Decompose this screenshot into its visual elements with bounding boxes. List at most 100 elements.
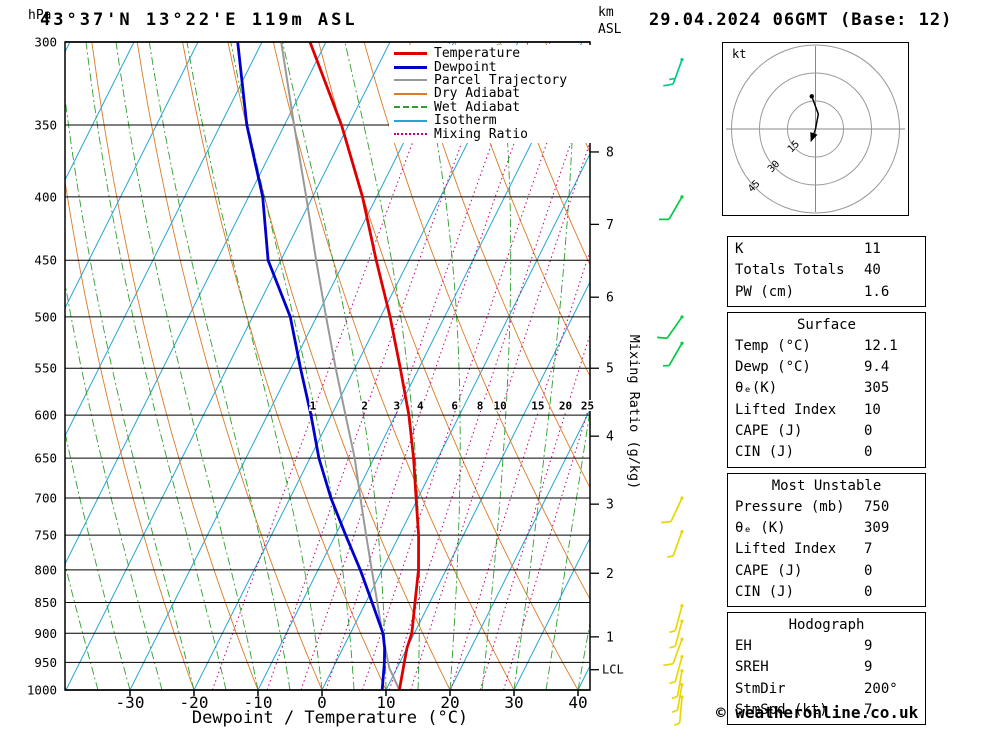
index-row: StmDir 200° — [735, 679, 918, 700]
index-value: 750 — [864, 498, 890, 515]
svg-text:850: 850 — [34, 595, 57, 610]
height-axis-unit: km ASL — [598, 4, 621, 38]
wind-barb — [673, 695, 684, 727]
hodograph-trace — [811, 96, 820, 130]
series-dewpoint — [236, 42, 386, 690]
index-label: StmSpd (kt) — [735, 702, 828, 719]
legend-line-swatch — [394, 133, 427, 136]
index-label: Dewp (°C) — [735, 359, 811, 376]
index-label: SREH — [735, 659, 769, 676]
wind-barb — [662, 341, 684, 367]
svg-text:450: 450 — [34, 253, 57, 268]
svg-text:900: 900 — [34, 626, 57, 641]
datetime-title: 29.04.2024 06GMT (Base: 12) — [649, 10, 953, 30]
svg-text:3: 3 — [606, 498, 614, 513]
legend-label: Isotherm — [434, 113, 497, 129]
index-row: StmSpd (kt) 7 — [735, 700, 918, 721]
index-row: Lifted Index 7 — [735, 539, 918, 560]
indices-box: Most Unstable Pressure (mb) 750 θₑ (K) 309 Li… — [727, 472, 926, 608]
index-value: 9 — [864, 659, 873, 676]
index-row: Totals Totals 40 — [735, 260, 918, 281]
svg-text:6: 6 — [606, 291, 614, 306]
svg-text:600: 600 — [34, 408, 57, 423]
indices-panel: K 11 Totals Totals 40 PW (cm) 1.6 Surface Temp … — [727, 236, 926, 730]
index-label: Totals Totals — [735, 262, 845, 279]
index-label: CAPE (J) — [735, 423, 803, 440]
index-row: Pressure (mb) 750 — [735, 497, 918, 518]
index-label: K — [735, 241, 744, 257]
indices-box: K 11 Totals Totals 40 PW (cm) 1.6 — [727, 236, 926, 307]
index-row: Temp (°C) 12.1 — [735, 336, 918, 357]
wind-barb — [671, 669, 684, 700]
svg-text:0: 0 — [317, 693, 327, 712]
wind-barb — [658, 195, 684, 221]
index-label: PW (cm) — [735, 283, 795, 300]
wind-barb — [660, 496, 684, 524]
index-label: CIN (J) — [735, 583, 795, 600]
index-label: CIN (J) — [735, 444, 795, 461]
index-value: 7 — [864, 702, 873, 719]
legend-item: Isotherm — [394, 113, 594, 129]
index-row: K 11 — [735, 239, 918, 260]
svg-text:2: 2 — [606, 567, 614, 582]
svg-text:4: 4 — [606, 430, 614, 445]
series-temperature — [308, 42, 420, 690]
sounding-curves — [236, 42, 420, 690]
index-label: Pressure (mb) — [735, 498, 845, 515]
asl-label: ASL — [598, 22, 622, 37]
svg-text:550: 550 — [34, 361, 57, 376]
legend-line-swatch — [394, 65, 427, 69]
station-title: 43°37'N 13°22'E 119m ASL — [40, 10, 358, 30]
storm-motion-arrow — [810, 128, 818, 142]
index-label: θₑ (K) — [735, 519, 786, 536]
wind-barb — [671, 682, 684, 714]
wind-barb — [663, 58, 684, 87]
legend-label: Dewpoint — [434, 59, 497, 75]
temperature-axis-label: Dewpoint / Temperature (°C) — [191, 708, 469, 728]
index-value: 0 — [864, 423, 873, 440]
legend: Temperature Dewpoint Parcel Trajectory Dry … — [389, 45, 594, 143]
index-value: 7 — [864, 541, 873, 558]
index-row: CAPE (J) 0 — [735, 421, 918, 442]
svg-text:800: 800 — [34, 562, 57, 577]
copyright: © weatheronline.co.uk — [716, 703, 919, 722]
km-label: km — [598, 5, 614, 20]
index-value: 309 — [864, 519, 890, 536]
svg-text:8: 8 — [606, 145, 614, 160]
svg-text:40: 40 — [568, 693, 587, 712]
wind-barb — [669, 604, 684, 634]
index-row: CIN (J) 0 — [735, 442, 918, 463]
svg-text:20: 20 — [559, 399, 572, 412]
wind-barb — [657, 315, 684, 340]
svg-text:8: 8 — [477, 399, 484, 412]
svg-text:3: 3 — [393, 399, 400, 412]
index-row: Lifted Index 10 — [735, 400, 918, 421]
index-label: θₑ(K) — [735, 380, 778, 397]
svg-text:-20: -20 — [180, 693, 209, 712]
svg-text:950: 950 — [34, 655, 57, 670]
indices-box: Surface Temp (°C) 12.1 Dewp (°C) 9.4 θₑ(K) 305… — [727, 311, 926, 468]
indices-box-title: Most Unstable — [771, 477, 882, 494]
index-row: Dewp (°C) 9.4 — [735, 357, 918, 378]
legend-label: Parcel Trajectory — [434, 72, 568, 88]
svg-text:400: 400 — [34, 189, 57, 204]
svg-text:5: 5 — [606, 362, 614, 377]
legend-label: Dry Adiabat — [434, 86, 521, 102]
legend-label: Wet Adiabat — [434, 99, 521, 115]
svg-text:650: 650 — [34, 451, 57, 466]
legend-line-swatch — [394, 52, 427, 56]
index-row: θₑ (K) 309 — [735, 518, 918, 539]
svg-text:15: 15 — [531, 399, 544, 412]
index-value: 0 — [864, 583, 873, 600]
svg-text:1: 1 — [606, 630, 614, 645]
index-row: CAPE (J) 0 — [735, 561, 918, 582]
index-value: 0 — [864, 444, 873, 461]
svg-text:25: 25 — [581, 399, 594, 412]
legend-item: Mixing Ratio — [394, 126, 594, 142]
svg-text:500: 500 — [34, 309, 57, 324]
svg-text:Mixing Ratio (g/kg): Mixing Ratio (g/kg) — [626, 335, 642, 489]
legend-label: Mixing Ratio — [434, 126, 528, 142]
